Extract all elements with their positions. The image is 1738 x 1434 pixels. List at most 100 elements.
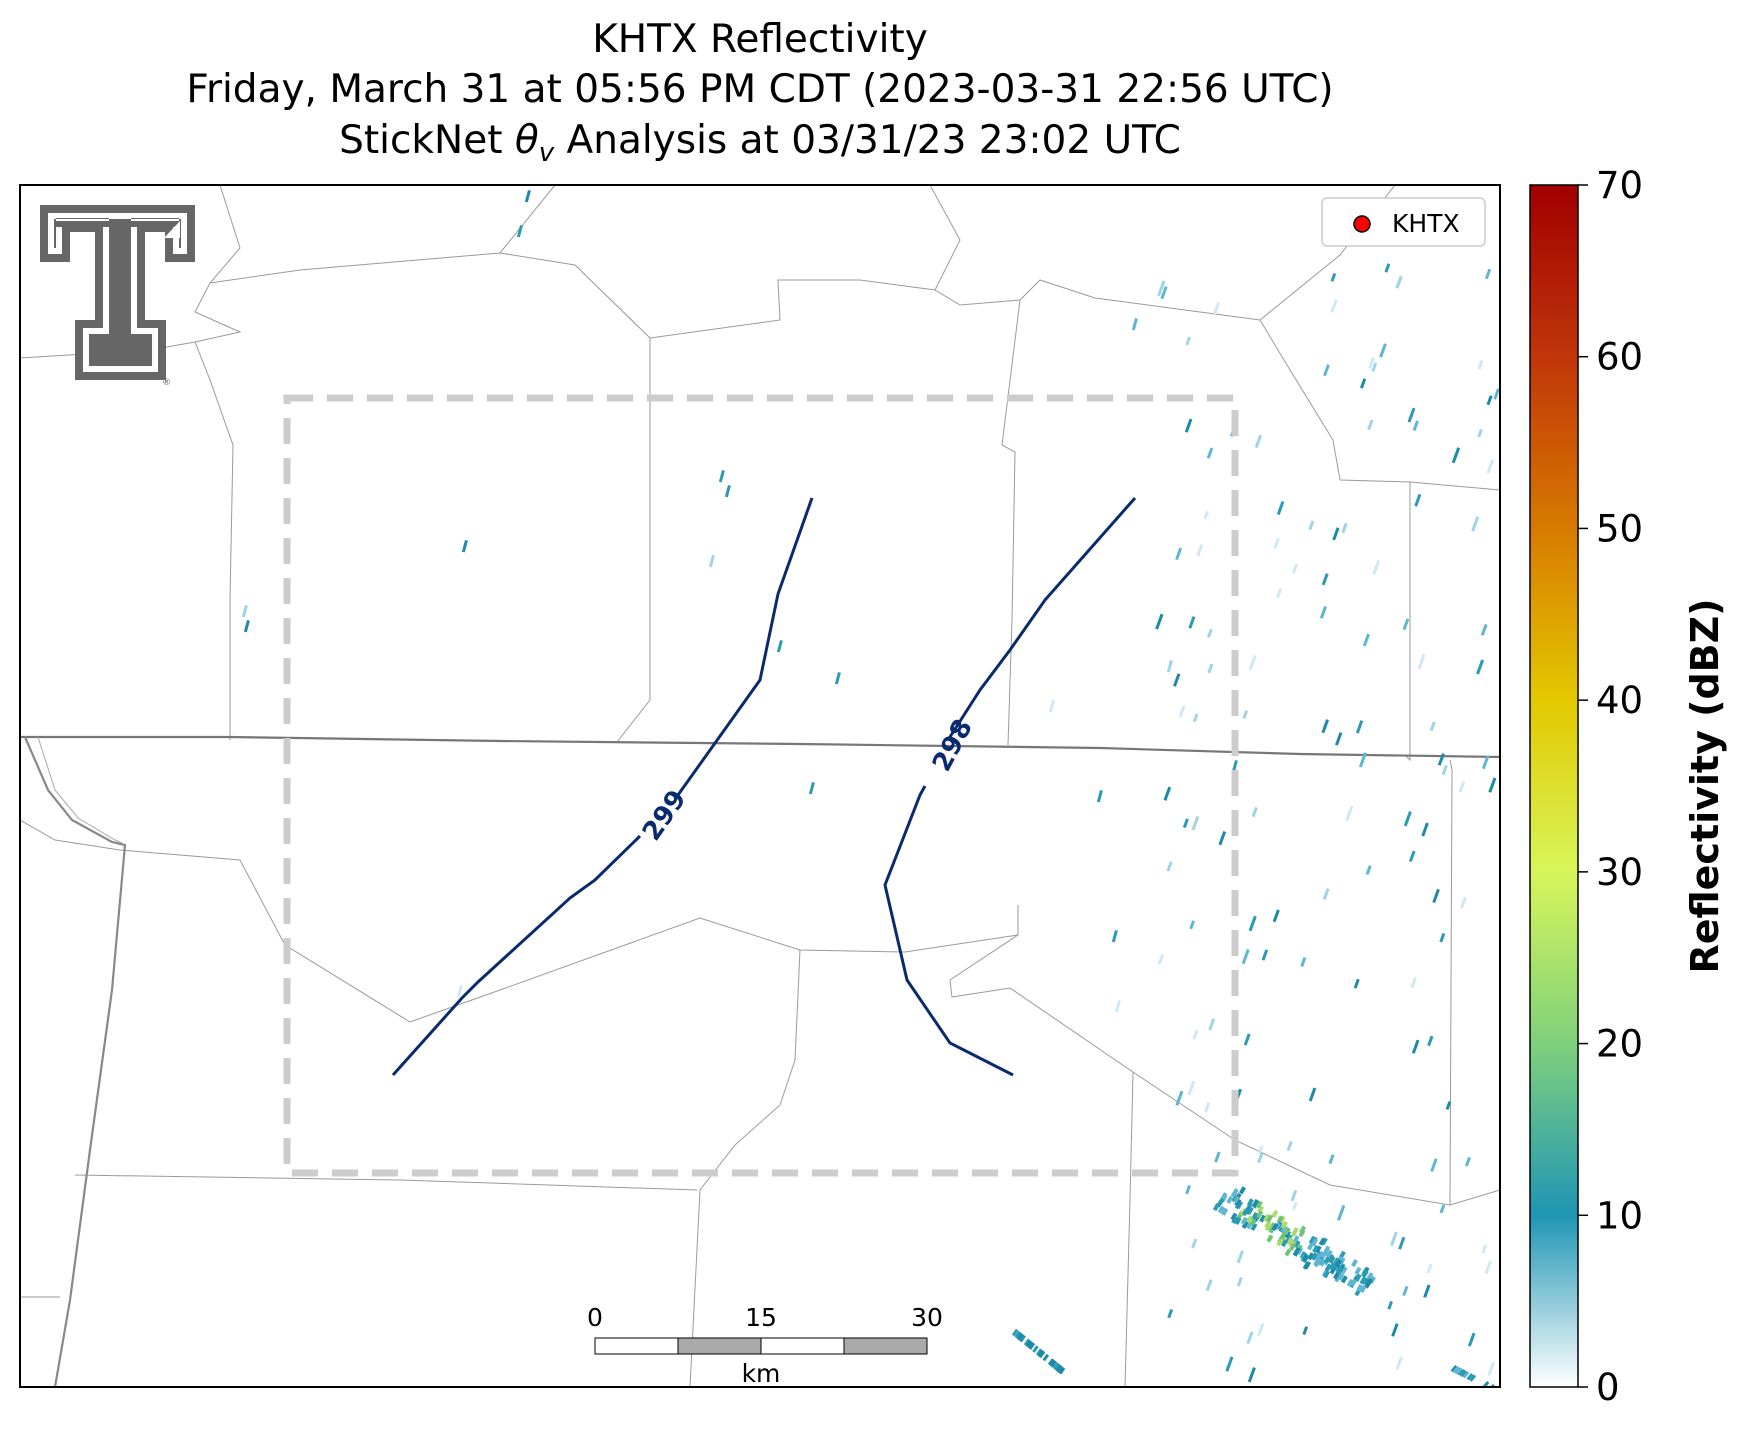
echo-pixel xyxy=(1458,1369,1466,1377)
echo-pixel xyxy=(1280,1220,1288,1229)
echo-pixel xyxy=(1414,493,1422,507)
echo-pixel xyxy=(1291,1201,1298,1211)
echo-pixel xyxy=(1279,1231,1287,1240)
echo-pixel xyxy=(1332,527,1340,541)
echo-pixel xyxy=(1220,1192,1228,1201)
echo-pixel xyxy=(1257,1152,1264,1164)
echo-pixel xyxy=(1184,418,1193,433)
echo-pixel xyxy=(1299,1251,1307,1260)
echo-pixel xyxy=(1429,721,1436,732)
echo-pixel xyxy=(1486,395,1493,406)
echo-pixel xyxy=(1476,659,1485,675)
texas-tech-logo-icon: ® xyxy=(40,205,195,388)
echo-pixel xyxy=(1329,1266,1337,1275)
echo-pixel xyxy=(1208,1018,1216,1031)
echo-pixel xyxy=(1408,850,1416,862)
echo-pixel xyxy=(1254,434,1263,449)
echo-pixel xyxy=(1459,896,1467,909)
echo-pixel xyxy=(1293,1240,1301,1249)
echo-pixel xyxy=(1216,1199,1223,1208)
echo-pixel xyxy=(1341,522,1348,534)
colorbar-tick-label: 30 xyxy=(1596,851,1643,894)
county-boundaries xyxy=(20,185,1500,1387)
echo-pixel xyxy=(1426,1263,1433,1274)
echo-pixel xyxy=(1032,1345,1039,1353)
echo-pixel xyxy=(1389,1231,1398,1247)
echo-pixel xyxy=(1439,932,1446,943)
echo-pixel xyxy=(1236,1200,1244,1209)
echo-pixel xyxy=(1421,822,1429,837)
echo-pixel xyxy=(524,189,531,203)
echo-pixel xyxy=(1238,1186,1246,1195)
echo-pixel xyxy=(1272,909,1280,923)
echo-pixel xyxy=(1354,1266,1362,1275)
echo-pixel xyxy=(1054,1363,1062,1372)
echo-pixel xyxy=(1266,1214,1274,1223)
echo-pixel xyxy=(1299,1225,1307,1234)
echo-pixel xyxy=(1308,1236,1316,1245)
echo-pixel xyxy=(1366,1272,1374,1281)
echo-pixel xyxy=(808,781,815,795)
echo-pixel xyxy=(1189,920,1196,930)
echo-pixel xyxy=(1096,789,1103,803)
echo-pixel xyxy=(1325,1249,1333,1258)
title-line-2: Friday, March 31 at 05:56 PM CDT (2023-0… xyxy=(186,67,1333,112)
colorbar-tick-label: 0 xyxy=(1596,1366,1620,1409)
echo-pixel xyxy=(1402,618,1410,631)
echo-pixel xyxy=(1014,1330,1021,1339)
echo-pixel xyxy=(1410,977,1417,989)
echo-pixel xyxy=(834,671,841,685)
echo-pixel xyxy=(1322,1270,1330,1279)
echo-pixel xyxy=(1248,654,1257,671)
echo-pixel xyxy=(1359,1284,1367,1294)
echo-pixel xyxy=(1330,273,1337,282)
echo-pixel xyxy=(1241,949,1250,965)
echo-pixel xyxy=(1328,1154,1335,1165)
echo-pixel xyxy=(1432,888,1440,904)
echo-pixel xyxy=(1316,1257,1323,1266)
reflectivity-echoes xyxy=(241,189,1500,1387)
echo-pixel xyxy=(1359,1276,1367,1285)
echo-pixel xyxy=(1114,1000,1121,1013)
echo-pixel xyxy=(1207,663,1214,674)
echo-pixel xyxy=(1321,719,1330,734)
echo-pixel xyxy=(1175,1090,1184,1106)
echo-pixel xyxy=(1191,815,1200,831)
state-border-west xyxy=(23,736,127,1387)
contour-299-line-upper xyxy=(676,497,814,796)
echo-pixel xyxy=(1205,1279,1213,1292)
echo-pixel xyxy=(1349,1278,1357,1287)
echo-pixel xyxy=(1430,1158,1438,1172)
echo-pixel xyxy=(1340,1275,1348,1284)
echo-pixel xyxy=(1192,1029,1199,1040)
map-background xyxy=(20,185,1500,1387)
echo-pixel xyxy=(1246,1206,1254,1215)
echo-pixel xyxy=(1155,613,1164,630)
echo-pixel xyxy=(1310,1238,1318,1247)
echo-pixel xyxy=(1484,268,1492,280)
echo-pixel xyxy=(1337,1272,1345,1281)
echo-pixel xyxy=(1256,1322,1265,1337)
echo-pixel xyxy=(1486,459,1495,474)
echo-pixel xyxy=(1261,949,1269,961)
echo-pixel xyxy=(708,554,715,568)
echo-pixel xyxy=(1264,1223,1272,1232)
echo-pixel xyxy=(1319,605,1327,619)
echo-pixel xyxy=(1276,1238,1284,1247)
colorbar-label: Reflectivity (dBZ) xyxy=(1683,598,1727,973)
echo-pixel xyxy=(1488,777,1497,793)
echo-pixel xyxy=(1188,616,1196,629)
echo-pixel xyxy=(1452,1366,1460,1374)
echo-pixel xyxy=(1403,811,1412,827)
echo-pixel xyxy=(1367,419,1374,431)
echo-pixel xyxy=(1358,752,1367,768)
echo-pixel xyxy=(1290,1189,1298,1202)
echo-pixel xyxy=(1302,1326,1309,1335)
echo-pixel xyxy=(1351,1259,1359,1268)
colorbar-tick-label: 50 xyxy=(1596,507,1643,550)
echo-pixel xyxy=(1469,1374,1477,1382)
echo-pixel xyxy=(1288,1239,1296,1248)
echo-pixel xyxy=(1427,1035,1434,1047)
echo-pixel xyxy=(1302,1261,1310,1270)
